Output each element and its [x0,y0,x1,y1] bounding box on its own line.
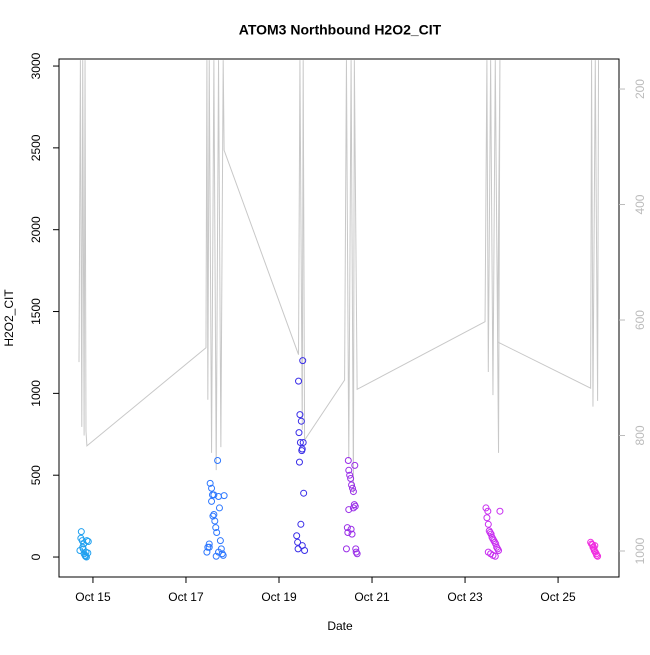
point [343,524,351,532]
point [484,520,492,528]
profile-line [78,60,600,494]
point [77,528,85,536]
point [205,543,213,551]
point [295,377,303,385]
point [219,551,227,559]
point [348,484,356,492]
point [342,545,350,553]
point [495,546,503,554]
point [352,545,360,553]
point [215,504,223,512]
point [297,520,305,528]
plot-area [76,60,602,561]
point [299,438,307,446]
y2-tick-label: 1000 [633,537,647,564]
point [353,550,361,558]
point [484,507,492,515]
point [589,543,597,551]
point [298,447,306,455]
point [293,532,301,540]
point [496,507,504,515]
y-tick-label: 500 [29,465,43,485]
point [297,417,305,425]
x-axis-label: Date [327,619,353,633]
point [296,411,304,419]
point [345,506,353,514]
point [216,537,224,545]
point [208,484,216,492]
y-axis-label: H2O2_CIT [2,289,16,347]
point [84,537,92,545]
point [593,551,601,559]
point [294,545,302,553]
y2-tick-label: 600 [633,310,647,330]
point [211,517,219,525]
point [213,528,221,536]
point [491,552,499,560]
point [349,504,357,512]
point [210,510,218,518]
point [483,514,491,522]
point [295,458,303,466]
point [344,528,352,536]
point [212,552,220,560]
y-tick-label: 2000 [29,216,43,243]
x-tick-label: Oct 15 [75,590,111,604]
point [83,537,91,545]
point [350,501,358,509]
plot-frame [58,58,620,578]
y-tick-label: 2500 [29,134,43,161]
point [82,548,90,556]
point [212,524,220,532]
point [295,429,303,437]
point [591,542,599,550]
point [344,456,352,464]
x-tick-label: Oct 17 [168,590,204,604]
y-tick-label: 3000 [29,52,43,79]
point [205,540,213,548]
point [349,488,357,496]
point [208,497,216,505]
point [206,479,214,487]
point [218,550,226,558]
point [352,548,360,556]
point [594,552,602,560]
y2-tick-label: 800 [633,425,647,445]
point [296,438,304,446]
x-tick-label: Oct 23 [447,590,483,604]
x-tick-label: Oct 19 [261,590,297,604]
point [300,489,308,497]
y-tick-label: 0 [29,553,43,560]
point [299,357,307,365]
point [298,542,306,550]
y2-tick-label: 400 [633,194,647,214]
point [347,474,355,482]
point [345,466,353,474]
point [351,461,359,469]
chart-title: ATOM3 Northbound H2O2_CIT [239,22,442,38]
point [294,538,302,546]
point [82,553,90,561]
point [494,545,502,553]
y-tick-label: 1500 [29,298,43,325]
point [220,492,228,500]
y2-tick-label: 200 [633,79,647,99]
point [348,530,356,538]
point [351,502,359,510]
point [215,548,223,556]
point [214,456,222,464]
point [348,481,356,489]
x-tick-label: Oct 21 [354,590,390,604]
y-tick-label: 1000 [29,380,43,407]
point [210,491,218,499]
point [346,471,354,479]
x-tick-label: Oct 25 [540,590,576,604]
